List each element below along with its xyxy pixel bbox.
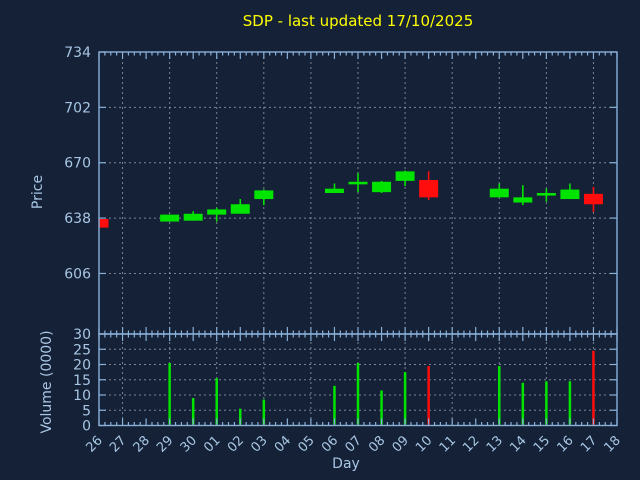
day-tick-label: 07 xyxy=(343,433,365,455)
volume-bar xyxy=(191,398,195,425)
candle-body xyxy=(560,189,580,200)
candle-body xyxy=(183,213,203,221)
day-tick-label: 15 xyxy=(531,433,553,455)
day-tick-label: 28 xyxy=(131,433,153,455)
volume-tick-label: 10 xyxy=(73,388,91,404)
day-tick-label: 09 xyxy=(390,433,412,455)
candle-body xyxy=(160,214,180,222)
candle xyxy=(207,207,227,222)
price-tick-label: 638 xyxy=(64,211,91,227)
volume-bar xyxy=(427,366,430,425)
candle-body xyxy=(536,193,556,196)
day-tick-label: 27 xyxy=(107,433,129,455)
candle xyxy=(372,180,392,193)
candle xyxy=(254,189,274,206)
gridlines xyxy=(99,52,617,426)
volume-bar xyxy=(521,382,525,425)
candle-body xyxy=(230,204,250,214)
volume-tick-label: 25 xyxy=(73,342,91,358)
volume-bars xyxy=(168,350,595,425)
day-tick-label: 26 xyxy=(84,433,106,455)
day-tick-label: 30 xyxy=(178,433,200,455)
volume-tick-label: 20 xyxy=(73,358,91,374)
volume-bar xyxy=(215,378,218,425)
day-tick-label: 08 xyxy=(366,433,388,455)
volume-bar xyxy=(498,366,501,425)
volume-tick-label: 0 xyxy=(82,419,91,435)
candle xyxy=(230,199,250,214)
day-tick-label: 01 xyxy=(201,433,223,455)
price-tick-label: 670 xyxy=(64,156,91,172)
day-tick-label: 17 xyxy=(578,433,600,455)
candle-body xyxy=(395,171,415,181)
candle-body xyxy=(372,181,392,193)
volume-bar xyxy=(592,350,595,425)
volume-bar xyxy=(333,385,336,425)
candle-body xyxy=(489,188,509,198)
price-tick-label: 702 xyxy=(64,100,91,116)
day-axis-label: Day xyxy=(332,456,360,472)
candle xyxy=(348,173,368,193)
price-tick-label: 734 xyxy=(64,45,91,61)
day-tick-label: 06 xyxy=(319,433,341,455)
day-tick-label: 16 xyxy=(554,433,576,455)
candle xyxy=(560,183,580,200)
volume-bar xyxy=(168,362,171,425)
candle xyxy=(99,218,109,228)
candle xyxy=(513,185,533,206)
candle-body xyxy=(324,188,344,193)
volume-bar xyxy=(356,362,360,425)
day-tick-label: 14 xyxy=(507,433,529,455)
volume-bar xyxy=(545,381,548,425)
day-tick-label: 13 xyxy=(484,433,506,455)
day-tick-label: 05 xyxy=(295,433,317,455)
volume-bar xyxy=(262,399,266,425)
candle xyxy=(160,214,180,222)
volume-tick-label: 5 xyxy=(82,403,91,419)
volume-bar xyxy=(403,372,407,425)
day-tick-label: 10 xyxy=(413,433,435,455)
candles xyxy=(99,170,603,228)
candle-body xyxy=(513,197,533,203)
candle xyxy=(489,183,509,198)
candle-body xyxy=(583,193,603,205)
candle-body xyxy=(99,218,109,228)
volume-tick-label: 30 xyxy=(73,327,91,343)
day-tick-label: 11 xyxy=(437,433,459,455)
volume-bar xyxy=(239,408,242,425)
candle xyxy=(419,171,439,200)
candle-body xyxy=(254,190,274,200)
day-tick-label: 02 xyxy=(225,433,247,455)
candle xyxy=(324,183,344,193)
chart-title: SDP - last updated 17/10/2025 xyxy=(242,12,474,30)
candle xyxy=(536,188,556,202)
tick-marks xyxy=(98,51,618,427)
candle xyxy=(183,211,203,221)
volume-tick-label: 15 xyxy=(73,373,91,389)
price-tick-label: 606 xyxy=(64,266,91,282)
candle-body xyxy=(348,181,368,185)
day-tick-label: 29 xyxy=(154,433,176,455)
candle-body xyxy=(207,209,227,215)
day-tick-label: 03 xyxy=(248,433,270,455)
volume-bar xyxy=(380,390,383,425)
candle xyxy=(583,186,603,213)
day-tick-label: 04 xyxy=(272,433,294,455)
candle xyxy=(395,170,415,187)
day-tick-label: 12 xyxy=(460,433,482,455)
candle-body xyxy=(419,180,439,198)
volume-bar xyxy=(568,381,572,425)
day-tick-label: 18 xyxy=(602,433,624,455)
